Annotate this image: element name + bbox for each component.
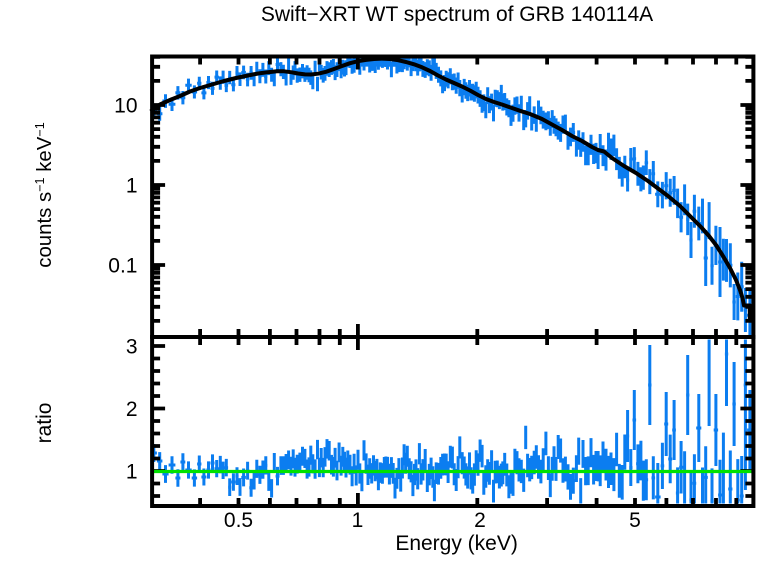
svg-text:Swift−XRT WT spectrum of GRB 1: Swift−XRT WT spectrum of GRB 140114A bbox=[261, 3, 653, 26]
svg-text:3: 3 bbox=[126, 336, 138, 359]
svg-text:ratio: ratio bbox=[33, 403, 56, 444]
svg-text:1: 1 bbox=[352, 509, 364, 532]
svg-text:1: 1 bbox=[126, 461, 138, 484]
svg-text:counts s−1 keV−1: counts s−1 keV−1 bbox=[33, 122, 56, 267]
svg-text:5: 5 bbox=[629, 509, 641, 532]
svg-text:1: 1 bbox=[126, 175, 138, 198]
svg-text:10: 10 bbox=[114, 95, 137, 118]
svg-text:0.1: 0.1 bbox=[108, 255, 137, 278]
svg-text:2: 2 bbox=[126, 398, 138, 421]
svg-text:Energy (keV): Energy (keV) bbox=[395, 532, 518, 555]
svg-text:2: 2 bbox=[474, 509, 486, 532]
svg-text:0.5: 0.5 bbox=[224, 509, 253, 532]
